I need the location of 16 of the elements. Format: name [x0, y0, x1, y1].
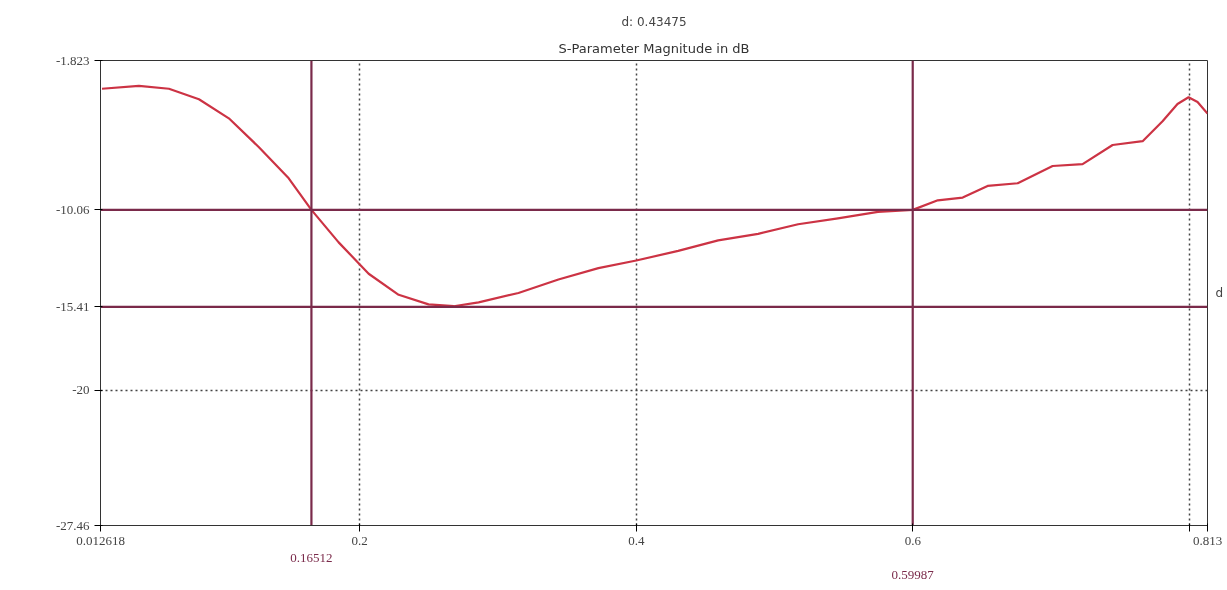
y-tick-label: -1.823: [55, 52, 90, 68]
ref-line-label: -15.41: [55, 298, 90, 314]
ref-line-label: 0.59987: [891, 566, 935, 582]
ref-line-label: -10.06: [55, 201, 90, 217]
text: d: [1215, 286, 1224, 300]
x-tick-label: 0.012618: [76, 532, 125, 548]
chart-title: S-Parameter Magnitude in dB: [558, 40, 750, 56]
x-tick-label: 0.2: [351, 532, 368, 548]
x-tick-label: 0.813: [1192, 532, 1223, 548]
y-tick-label: -27.46: [55, 517, 90, 533]
text: d: 0.43475: [621, 14, 687, 29]
x-tick-label: 0.6: [904, 532, 922, 548]
line-series: [100, 84, 1208, 308]
x-tick-label: 0.4: [628, 532, 645, 548]
ref-line-label: 0.16512: [290, 549, 333, 565]
y-tick-label: -20: [72, 382, 90, 398]
